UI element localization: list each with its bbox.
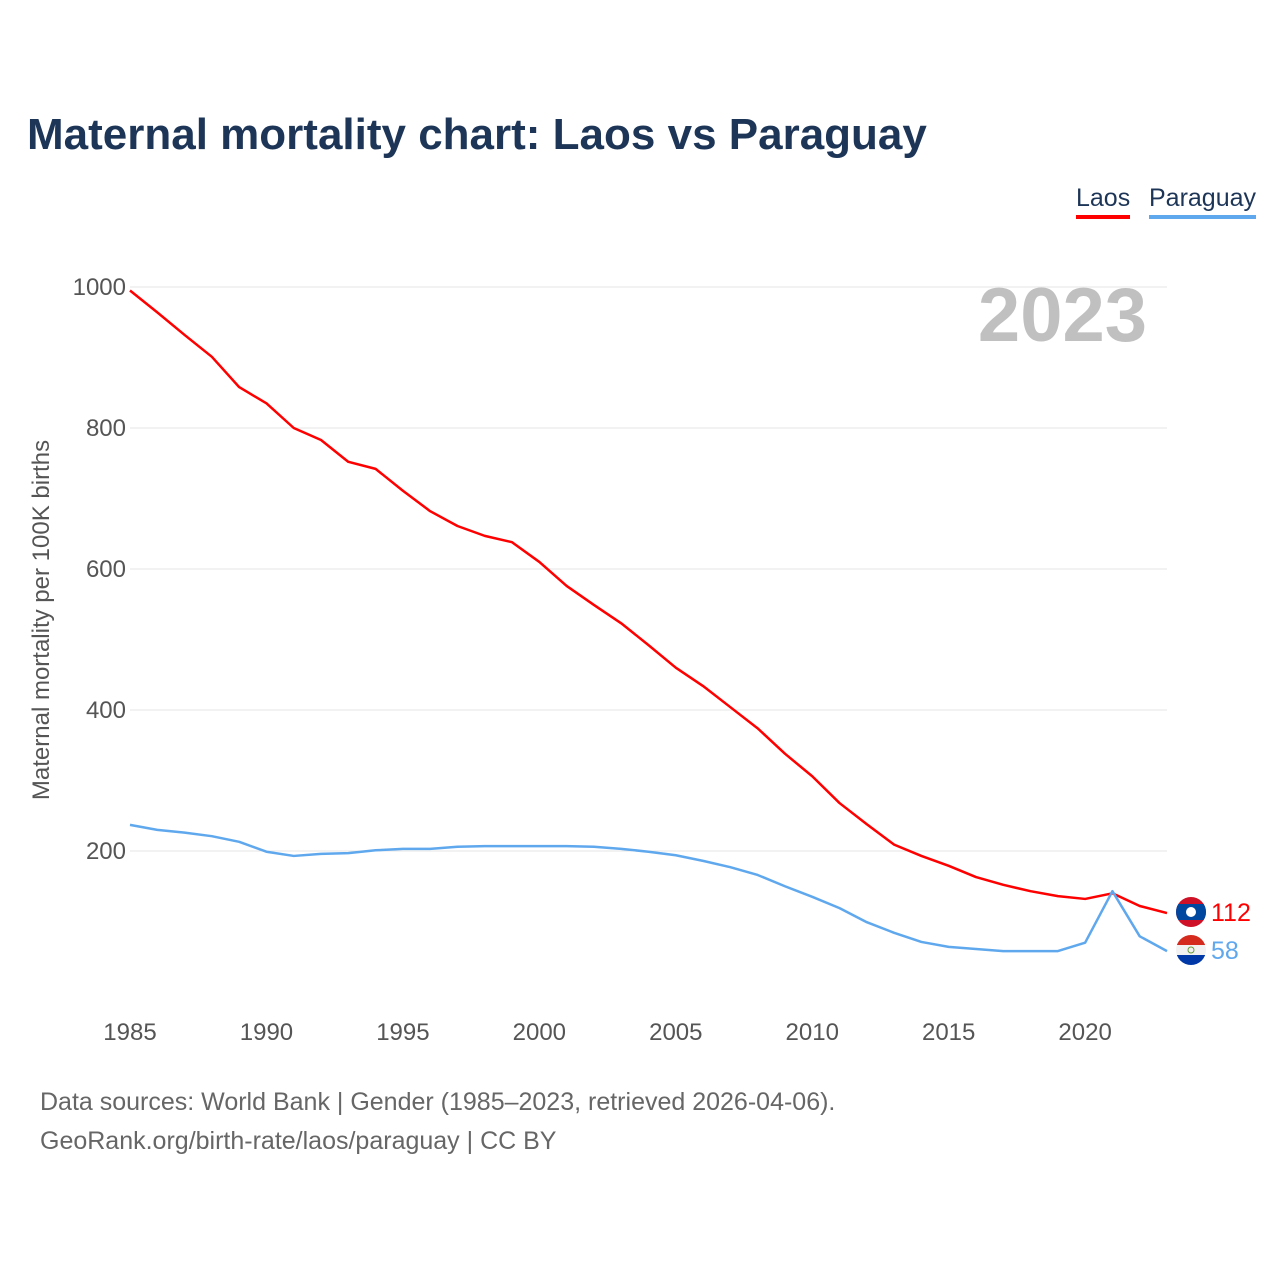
x-tick-label: 1995 — [376, 1019, 429, 1046]
x-tick-label: 2005 — [649, 1019, 702, 1046]
y-tick-label: 800 — [86, 415, 126, 442]
x-tick-label: 2000 — [513, 1019, 566, 1046]
x-tick-label: 1990 — [240, 1019, 293, 1046]
end-value-label-paraguay: 58 — [1211, 937, 1239, 965]
y-tick-label: 400 — [86, 697, 126, 724]
series-line-laos — [129, 289, 1168, 915]
series-line-paraguay — [129, 823, 1168, 953]
end-value-label-laos: 112 — [1211, 899, 1251, 927]
y-tick-label: 600 — [86, 556, 126, 583]
x-tick-label: 2020 — [1058, 1019, 1111, 1046]
flag-paraguay-icon — [1176, 935, 1206, 965]
footer-link[interactable]: GeoRank.org/birth-rate/laos/paraguay | C… — [40, 1127, 557, 1155]
legend-paraguay[interactable]: Paraguay — [1149, 184, 1257, 219]
y-tick-label: 1000 — [73, 274, 126, 301]
x-tick-label: 2015 — [922, 1019, 975, 1046]
footer-sources: Data sources: World Bank | Gender (1985–… — [40, 1088, 836, 1116]
flag-laos-icon — [1176, 897, 1206, 927]
chart-title: Maternal mortality chart: Laos vs Paragu… — [27, 110, 927, 159]
y-tick-label: 200 — [86, 838, 126, 865]
legend-laos[interactable]: Laos — [1076, 184, 1131, 219]
x-tick-label: 1985 — [103, 1019, 156, 1046]
x-tick-label: 2010 — [786, 1019, 839, 1046]
